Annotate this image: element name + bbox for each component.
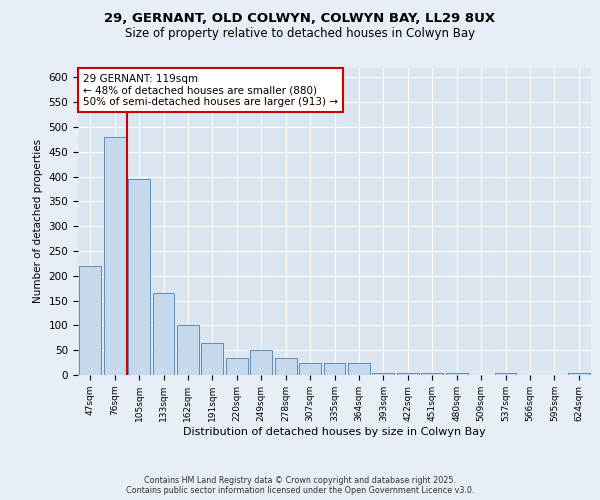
Bar xyxy=(494,372,517,375)
Bar xyxy=(568,372,590,375)
X-axis label: Distribution of detached houses by size in Colwyn Bay: Distribution of detached houses by size … xyxy=(183,426,486,436)
Bar xyxy=(299,362,321,375)
Text: Contains HM Land Registry data © Crown copyright and database right 2025.
Contai: Contains HM Land Registry data © Crown c… xyxy=(126,476,474,495)
Text: 29, GERNANT, OLD COLWYN, COLWYN BAY, LL29 8UX: 29, GERNANT, OLD COLWYN, COLWYN BAY, LL2… xyxy=(104,12,496,26)
Bar xyxy=(348,362,370,375)
Bar xyxy=(397,372,419,375)
Bar xyxy=(128,179,150,375)
Bar xyxy=(323,362,346,375)
Bar xyxy=(226,358,248,375)
Bar xyxy=(202,343,223,375)
Bar xyxy=(104,137,125,375)
Bar xyxy=(446,372,467,375)
Bar xyxy=(275,358,296,375)
Bar xyxy=(250,350,272,375)
Bar xyxy=(373,372,394,375)
Y-axis label: Number of detached properties: Number of detached properties xyxy=(33,139,43,304)
Text: Size of property relative to detached houses in Colwyn Bay: Size of property relative to detached ho… xyxy=(125,28,475,40)
Text: 29 GERNANT: 119sqm
← 48% of detached houses are smaller (880)
50% of semi-detach: 29 GERNANT: 119sqm ← 48% of detached hou… xyxy=(83,74,338,107)
Bar xyxy=(152,293,175,375)
Bar xyxy=(421,372,443,375)
Bar xyxy=(79,266,101,375)
Bar xyxy=(177,326,199,375)
